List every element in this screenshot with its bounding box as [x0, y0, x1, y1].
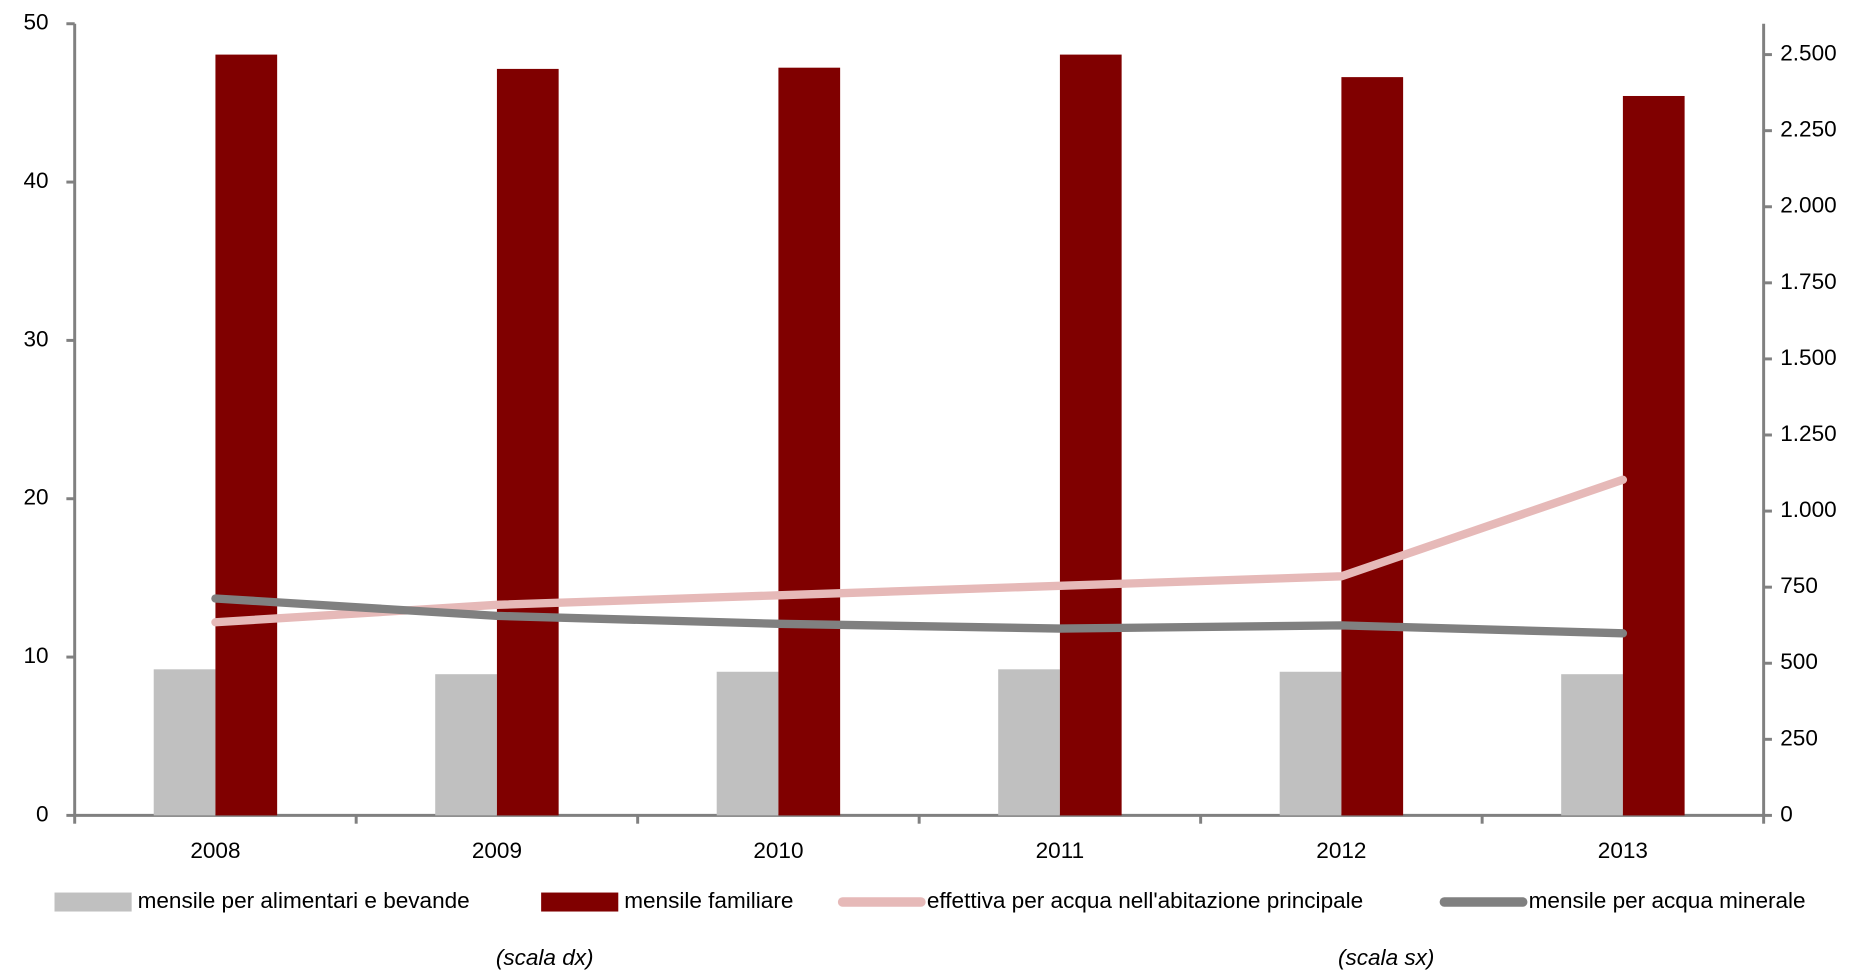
bar: [1341, 77, 1404, 816]
bar: [1622, 95, 1685, 816]
y2-tick-label: 0: [1780, 801, 1793, 826]
note: (scala sx): [1338, 945, 1434, 970]
y2-tick-label: 2.250: [1780, 117, 1836, 142]
x-tick-label: 2011: [1036, 838, 1085, 863]
bar: [215, 54, 278, 816]
y2-tick-label: 1.250: [1780, 421, 1836, 446]
bar: [778, 67, 841, 816]
y2-tick-label: 250: [1780, 725, 1818, 750]
y-tick-label: 50: [23, 10, 48, 35]
legend-label: mensile per alimentari e bevande: [138, 888, 470, 913]
x-tick-label: 2008: [190, 838, 240, 863]
legend-label: mensile per acqua minerale: [1529, 888, 1806, 913]
line: [211, 475, 1628, 627]
x-tick-label: 2010: [753, 838, 803, 863]
y2-tick-label: 1.750: [1780, 269, 1836, 294]
y2-tick-label: 1.000: [1780, 497, 1836, 522]
y2-tick-label: 750: [1780, 573, 1818, 598]
bar: [1059, 54, 1122, 816]
legend-label: effettiva per acqua nell'abitazione prin…: [927, 888, 1363, 913]
legend-label: mensile familiare: [624, 888, 793, 913]
bar: [716, 671, 779, 816]
y-tick-label: 10: [23, 643, 48, 668]
y2-tick-label: 500: [1780, 649, 1818, 674]
y2-tick-label: 2.000: [1780, 193, 1836, 218]
y-tick-label: 20: [23, 485, 48, 510]
x-tick-label: 2013: [1598, 838, 1648, 863]
bar: [153, 669, 216, 816]
bar: [435, 674, 497, 816]
legend-swatch: [54, 892, 132, 912]
y-tick-label: 40: [23, 168, 48, 193]
note: (scala dx): [496, 945, 594, 970]
x-tick-label: 2012: [1316, 838, 1366, 863]
y-tick-label: 30: [23, 326, 48, 351]
y2-tick-label: 1.500: [1780, 345, 1836, 370]
legend-swatch: [541, 892, 619, 912]
y-tick-label: 0: [36, 801, 49, 826]
x-tick-label: 2009: [472, 838, 522, 863]
bar: [1279, 671, 1342, 816]
bar: [1561, 674, 1623, 816]
y2-tick-label: 2.500: [1780, 41, 1836, 66]
line: [211, 594, 1628, 638]
bar: [496, 68, 559, 816]
bar: [998, 669, 1060, 816]
